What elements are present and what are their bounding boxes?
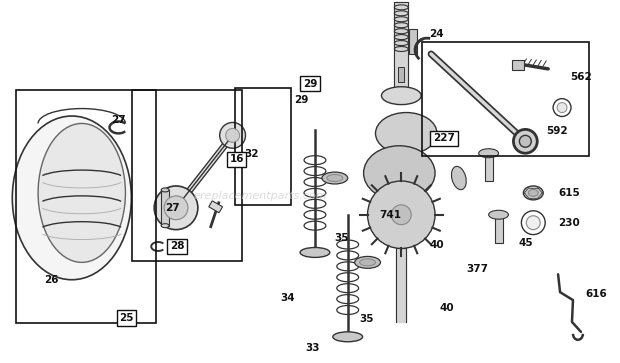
Circle shape xyxy=(520,135,531,147)
Ellipse shape xyxy=(528,189,538,196)
Bar xyxy=(161,190,169,226)
Text: 25: 25 xyxy=(119,313,134,323)
Ellipse shape xyxy=(451,166,466,190)
Text: 592: 592 xyxy=(546,126,568,136)
Text: 28: 28 xyxy=(170,241,184,252)
Circle shape xyxy=(154,186,198,230)
Circle shape xyxy=(391,205,411,225)
Text: 562: 562 xyxy=(570,72,591,82)
Bar xyxy=(485,153,493,181)
Bar xyxy=(513,60,525,70)
Ellipse shape xyxy=(376,113,437,154)
Ellipse shape xyxy=(333,332,363,342)
Text: 35: 35 xyxy=(360,314,374,324)
Ellipse shape xyxy=(360,259,376,266)
Text: 615: 615 xyxy=(558,188,580,198)
Text: 227: 227 xyxy=(433,133,455,143)
Text: 33: 33 xyxy=(305,343,319,353)
Ellipse shape xyxy=(300,248,330,257)
Ellipse shape xyxy=(322,172,348,184)
Text: 16: 16 xyxy=(229,154,244,164)
Text: 35: 35 xyxy=(335,233,349,242)
Circle shape xyxy=(226,129,239,142)
Text: 24: 24 xyxy=(429,29,444,39)
Bar xyxy=(132,90,242,261)
Ellipse shape xyxy=(355,256,381,268)
Bar xyxy=(209,201,223,213)
Bar xyxy=(234,88,291,205)
Ellipse shape xyxy=(161,188,169,192)
Ellipse shape xyxy=(327,175,343,182)
Ellipse shape xyxy=(489,210,508,219)
Ellipse shape xyxy=(523,186,543,200)
Text: 32: 32 xyxy=(244,149,259,159)
Ellipse shape xyxy=(12,116,131,280)
Text: 34: 34 xyxy=(280,293,295,303)
Circle shape xyxy=(513,129,538,153)
Ellipse shape xyxy=(381,87,421,105)
Circle shape xyxy=(526,216,540,230)
Ellipse shape xyxy=(479,149,498,158)
Text: 27: 27 xyxy=(165,203,180,213)
Circle shape xyxy=(368,181,435,249)
Bar xyxy=(16,90,156,323)
Text: 377: 377 xyxy=(467,264,489,274)
Text: ereplacementparts.com: ereplacementparts.com xyxy=(193,191,327,201)
Text: 40: 40 xyxy=(429,240,444,249)
Bar xyxy=(495,215,503,242)
Bar xyxy=(398,67,404,82)
Bar xyxy=(409,29,417,54)
Polygon shape xyxy=(394,3,408,94)
Bar xyxy=(422,42,589,156)
Ellipse shape xyxy=(38,123,125,262)
Circle shape xyxy=(557,103,567,113)
Text: 29: 29 xyxy=(303,79,317,89)
Ellipse shape xyxy=(161,224,169,228)
Text: 27: 27 xyxy=(112,115,126,126)
Text: 45: 45 xyxy=(518,237,533,248)
Text: 40: 40 xyxy=(439,303,454,313)
Polygon shape xyxy=(396,249,406,322)
Circle shape xyxy=(164,196,188,220)
Circle shape xyxy=(219,122,246,148)
Text: 741: 741 xyxy=(379,210,402,220)
Text: 230: 230 xyxy=(558,218,580,228)
Ellipse shape xyxy=(363,146,435,200)
Text: 26: 26 xyxy=(44,275,58,285)
Text: 616: 616 xyxy=(585,289,606,299)
Text: 29: 29 xyxy=(294,95,309,105)
